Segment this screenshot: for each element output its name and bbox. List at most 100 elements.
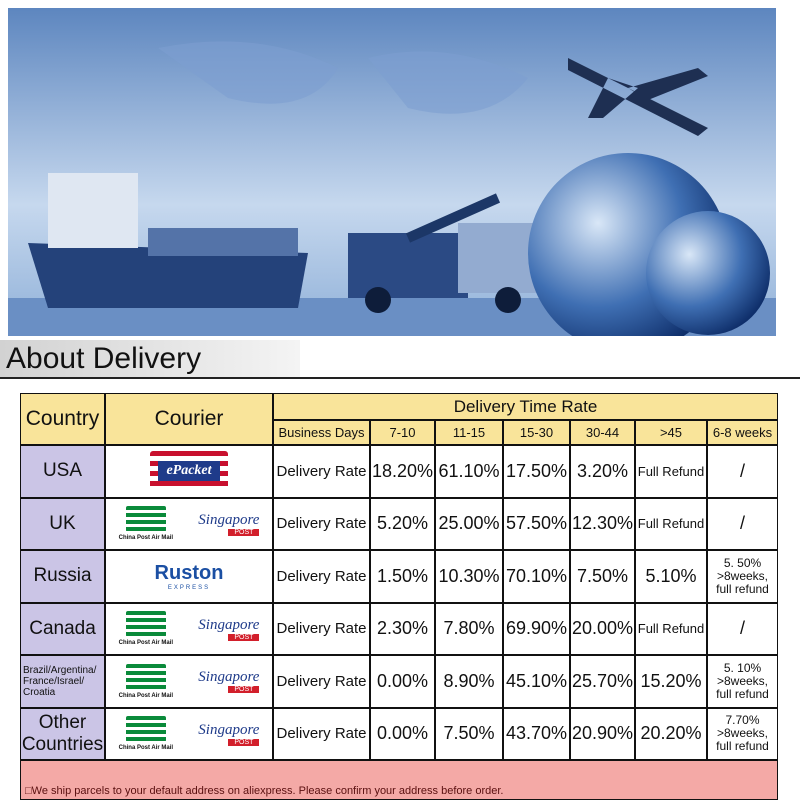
rate-value: 7.50% xyxy=(443,723,495,744)
rate-cell: 3.20% xyxy=(570,445,635,498)
header-cell: 6-8 weeks xyxy=(707,420,778,445)
rate-cell: 5.20% xyxy=(370,497,435,550)
singapore-post-logo: Singapore POST xyxy=(198,511,260,536)
country: UK xyxy=(49,512,76,534)
divider xyxy=(0,377,800,379)
row-label: Delivery Rate xyxy=(276,567,367,585)
country-cell: UK xyxy=(20,497,105,550)
header-cell: Country xyxy=(20,393,105,445)
rate-value: 5.20% xyxy=(376,513,429,534)
rate-value: 20.00% xyxy=(571,618,634,639)
courier-cell: Ruston EXPRESS xyxy=(105,550,273,603)
rate-cell: 25.00% xyxy=(435,497,503,550)
china-post-logo: China Post Air Mail xyxy=(119,506,173,541)
rate-cell: / xyxy=(707,445,778,498)
country: Croatia xyxy=(23,686,56,698)
header-cell: Courier xyxy=(105,393,273,445)
column-header: 15-30 xyxy=(519,425,554,440)
rate-value: full refund xyxy=(716,739,769,754)
row-label: Delivery Rate xyxy=(276,672,367,690)
singapore-post-logo: Singapore POST xyxy=(198,721,260,746)
logo-text: Singapore xyxy=(198,669,260,686)
logo-text: Singapore xyxy=(198,511,260,528)
header-text: Courier xyxy=(154,407,224,430)
column-header: 7-10 xyxy=(389,425,416,440)
courier-cell: China Post Air Mail Singapore POST xyxy=(105,602,273,655)
rate-value: 57.50% xyxy=(505,513,568,534)
row-label: Delivery Rate xyxy=(276,620,367,638)
logo-icon xyxy=(125,611,166,638)
header-cell: Business Days xyxy=(273,420,370,445)
rate-value: 20.90% xyxy=(571,723,634,744)
logo-icon xyxy=(125,716,166,743)
rate-cell: 20.90% xyxy=(570,707,635,760)
logo-text: EXPRESS xyxy=(167,584,211,591)
logo-text: Singapore xyxy=(198,616,260,633)
label-cell: Delivery Rate xyxy=(273,445,370,498)
logo-text: China Post Air Mail xyxy=(118,745,174,752)
rate-cell: Full Refund xyxy=(635,445,707,498)
rate-cell: 2.30% xyxy=(370,602,435,655)
rate-cell: 57.50% xyxy=(503,497,570,550)
rate-cell: / xyxy=(707,497,778,550)
country: France/Israel/ xyxy=(23,675,85,687)
epacket-logo: ePacket xyxy=(150,451,228,492)
rate-cell: 7.70% >8weeks, full refund xyxy=(707,707,778,760)
courier-cell: China Post Air Mail Singapore POST xyxy=(105,497,273,550)
header-cell: 15-30 xyxy=(503,420,570,445)
rate-cell: 0.00% xyxy=(370,707,435,760)
logo-text: POST xyxy=(228,738,260,746)
banner xyxy=(8,8,776,336)
column-header: Business Days xyxy=(278,425,365,440)
logo-text: China Post Air Mail xyxy=(118,535,174,542)
china-post-logo: China Post Air Mail xyxy=(119,611,173,646)
rate-value: / xyxy=(739,513,745,534)
rate-value: 12.30% xyxy=(571,513,634,534)
rate-value: 69.90% xyxy=(505,618,568,639)
rate-value: 70.10% xyxy=(505,565,568,586)
rate-cell: 70.10% xyxy=(503,550,570,603)
rate-cell: 7.50% xyxy=(570,550,635,603)
rate-value: / xyxy=(739,460,745,481)
label-cell: Delivery Rate xyxy=(273,497,370,550)
rate-value: 5. 10% xyxy=(723,660,762,675)
column-header: 30-44 xyxy=(585,425,620,440)
china-post-logo: China Post Air Mail xyxy=(119,716,173,751)
rate-value: >8weeks, xyxy=(716,726,769,741)
country: USA xyxy=(42,460,83,482)
rate-cell: 5. 50% >8weeks, full refund xyxy=(707,550,778,603)
rate-cell: 0.00% xyxy=(370,655,435,708)
column-header: >45 xyxy=(659,425,683,440)
courier-cell: ePacket xyxy=(105,445,273,498)
logo-text: Ruston xyxy=(154,561,224,584)
logo-icon xyxy=(125,663,166,690)
rate-cell: 17.50% xyxy=(503,445,570,498)
header-cell: >45 xyxy=(635,420,707,445)
rate-value: Full Refund xyxy=(637,621,705,637)
logo-text: China Post Air Mail xyxy=(118,640,174,647)
logo-text: POST xyxy=(228,686,260,694)
rate-value: 5.10% xyxy=(645,565,697,586)
rate-cell: 43.70% xyxy=(503,707,570,760)
rate-value: 17.50% xyxy=(505,460,568,481)
rate-value: >8weeks, xyxy=(716,568,769,583)
rate-value: 3.20% xyxy=(576,460,629,481)
logo-text: POST xyxy=(228,633,260,641)
rate-cell: 20.20% xyxy=(635,707,707,760)
rate-value: / xyxy=(739,618,745,639)
column-header: 11-15 xyxy=(452,425,486,440)
rate-value: 20.20% xyxy=(640,723,702,744)
ruston-logo: Ruston EXPRESS xyxy=(155,562,224,591)
title-bar xyxy=(0,340,300,378)
rate-value: 61.10% xyxy=(438,460,500,481)
rate-value: 7.80% xyxy=(443,618,495,639)
logo-text: China Post Air Mail xyxy=(118,692,174,699)
rate-cell: 12.30% xyxy=(570,497,635,550)
rate-value: 18.20% xyxy=(371,460,434,481)
logo-text: Singapore xyxy=(198,721,260,738)
singapore-post-logo: Singapore POST xyxy=(198,616,260,641)
row-label: Delivery Rate xyxy=(276,515,367,533)
rate-value: 0.00% xyxy=(376,670,429,691)
country: Russia xyxy=(33,565,92,587)
rate-value: 15.20% xyxy=(640,670,702,691)
